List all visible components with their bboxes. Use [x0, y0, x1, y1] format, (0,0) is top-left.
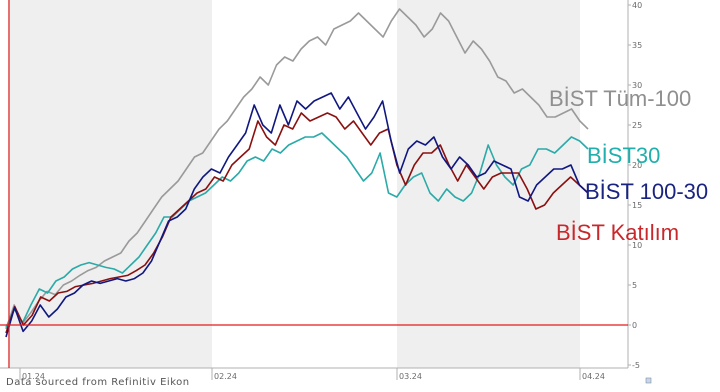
y-tick-label: 25 [632, 121, 642, 130]
y-tick-label: -5 [632, 361, 640, 370]
y-tick-label: 15 [632, 201, 642, 210]
series-label: BİST Katılım [556, 220, 679, 245]
y-tick-label: 5 [632, 281, 637, 290]
x-tick-label: 03.24 [399, 372, 422, 381]
x-tick-label: 01.24 [22, 372, 45, 381]
series-line [5, 8, 589, 330]
y-axis-ticks: -5 0 5 10 15 20 25 30 35 40 [628, 1, 642, 370]
y-tick-label: 30 [632, 81, 642, 90]
series-line [5, 92, 589, 338]
shaded-period [397, 0, 580, 368]
y-tick-label: 40 [632, 1, 642, 10]
series-line [5, 132, 589, 328]
footnote: Data sourced from Refinitiv Eikon [6, 377, 190, 388]
y-tick-label: 35 [632, 41, 642, 50]
x-axis-ticks: 01.24 02.24 03.24 04.24 [19, 368, 605, 381]
y-tick-label: 20 [632, 161, 642, 170]
series-label: BİST30 [587, 143, 660, 168]
resize-handle-icon[interactable] [645, 377, 652, 384]
series-label: BİST Tüm-100 [549, 86, 691, 111]
x-tick-label: 04.24 [582, 372, 605, 381]
series-label: BİST 100-30 [585, 179, 708, 204]
y-tick-label: 0 [632, 321, 637, 330]
series-labels: BİST Tüm-100 BİST30 BİST 100-30 BİST Katılı… [549, 86, 708, 245]
series-lines [5, 8, 589, 338]
y-tick-label: 10 [632, 241, 642, 250]
shaded-period [8, 0, 212, 368]
x-tick-label: 02.24 [214, 372, 237, 381]
series-line [5, 112, 589, 334]
shaded-periods [8, 0, 580, 368]
